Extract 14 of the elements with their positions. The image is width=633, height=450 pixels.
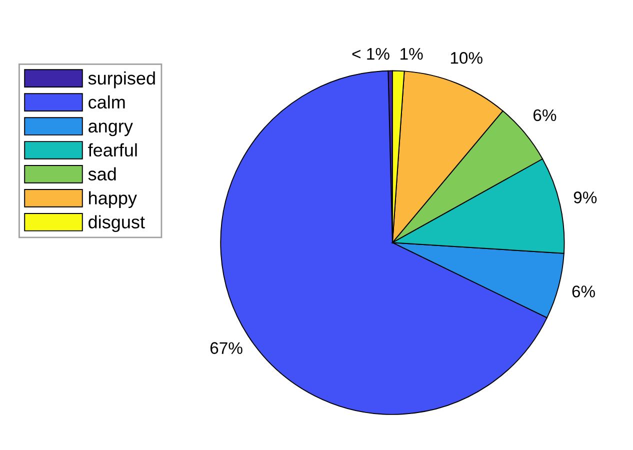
data-label: < 1% <box>352 48 390 60</box>
legend-label: angry <box>88 122 133 136</box>
legend-label: sad <box>88 167 116 181</box>
data-label: 6% <box>572 286 595 298</box>
legend-label: calm <box>88 95 125 109</box>
data-label: 67% <box>210 342 242 354</box>
legend-label: surpised <box>88 71 155 88</box>
legend-label: happy <box>89 191 137 208</box>
data-label: 10% <box>450 52 482 64</box>
data-label: 1% <box>400 48 423 60</box>
legend-label: fearful <box>88 143 137 157</box>
data-label: 9% <box>574 192 597 204</box>
data-label: 6% <box>534 109 556 122</box>
legend-label: disgust <box>88 215 145 232</box>
